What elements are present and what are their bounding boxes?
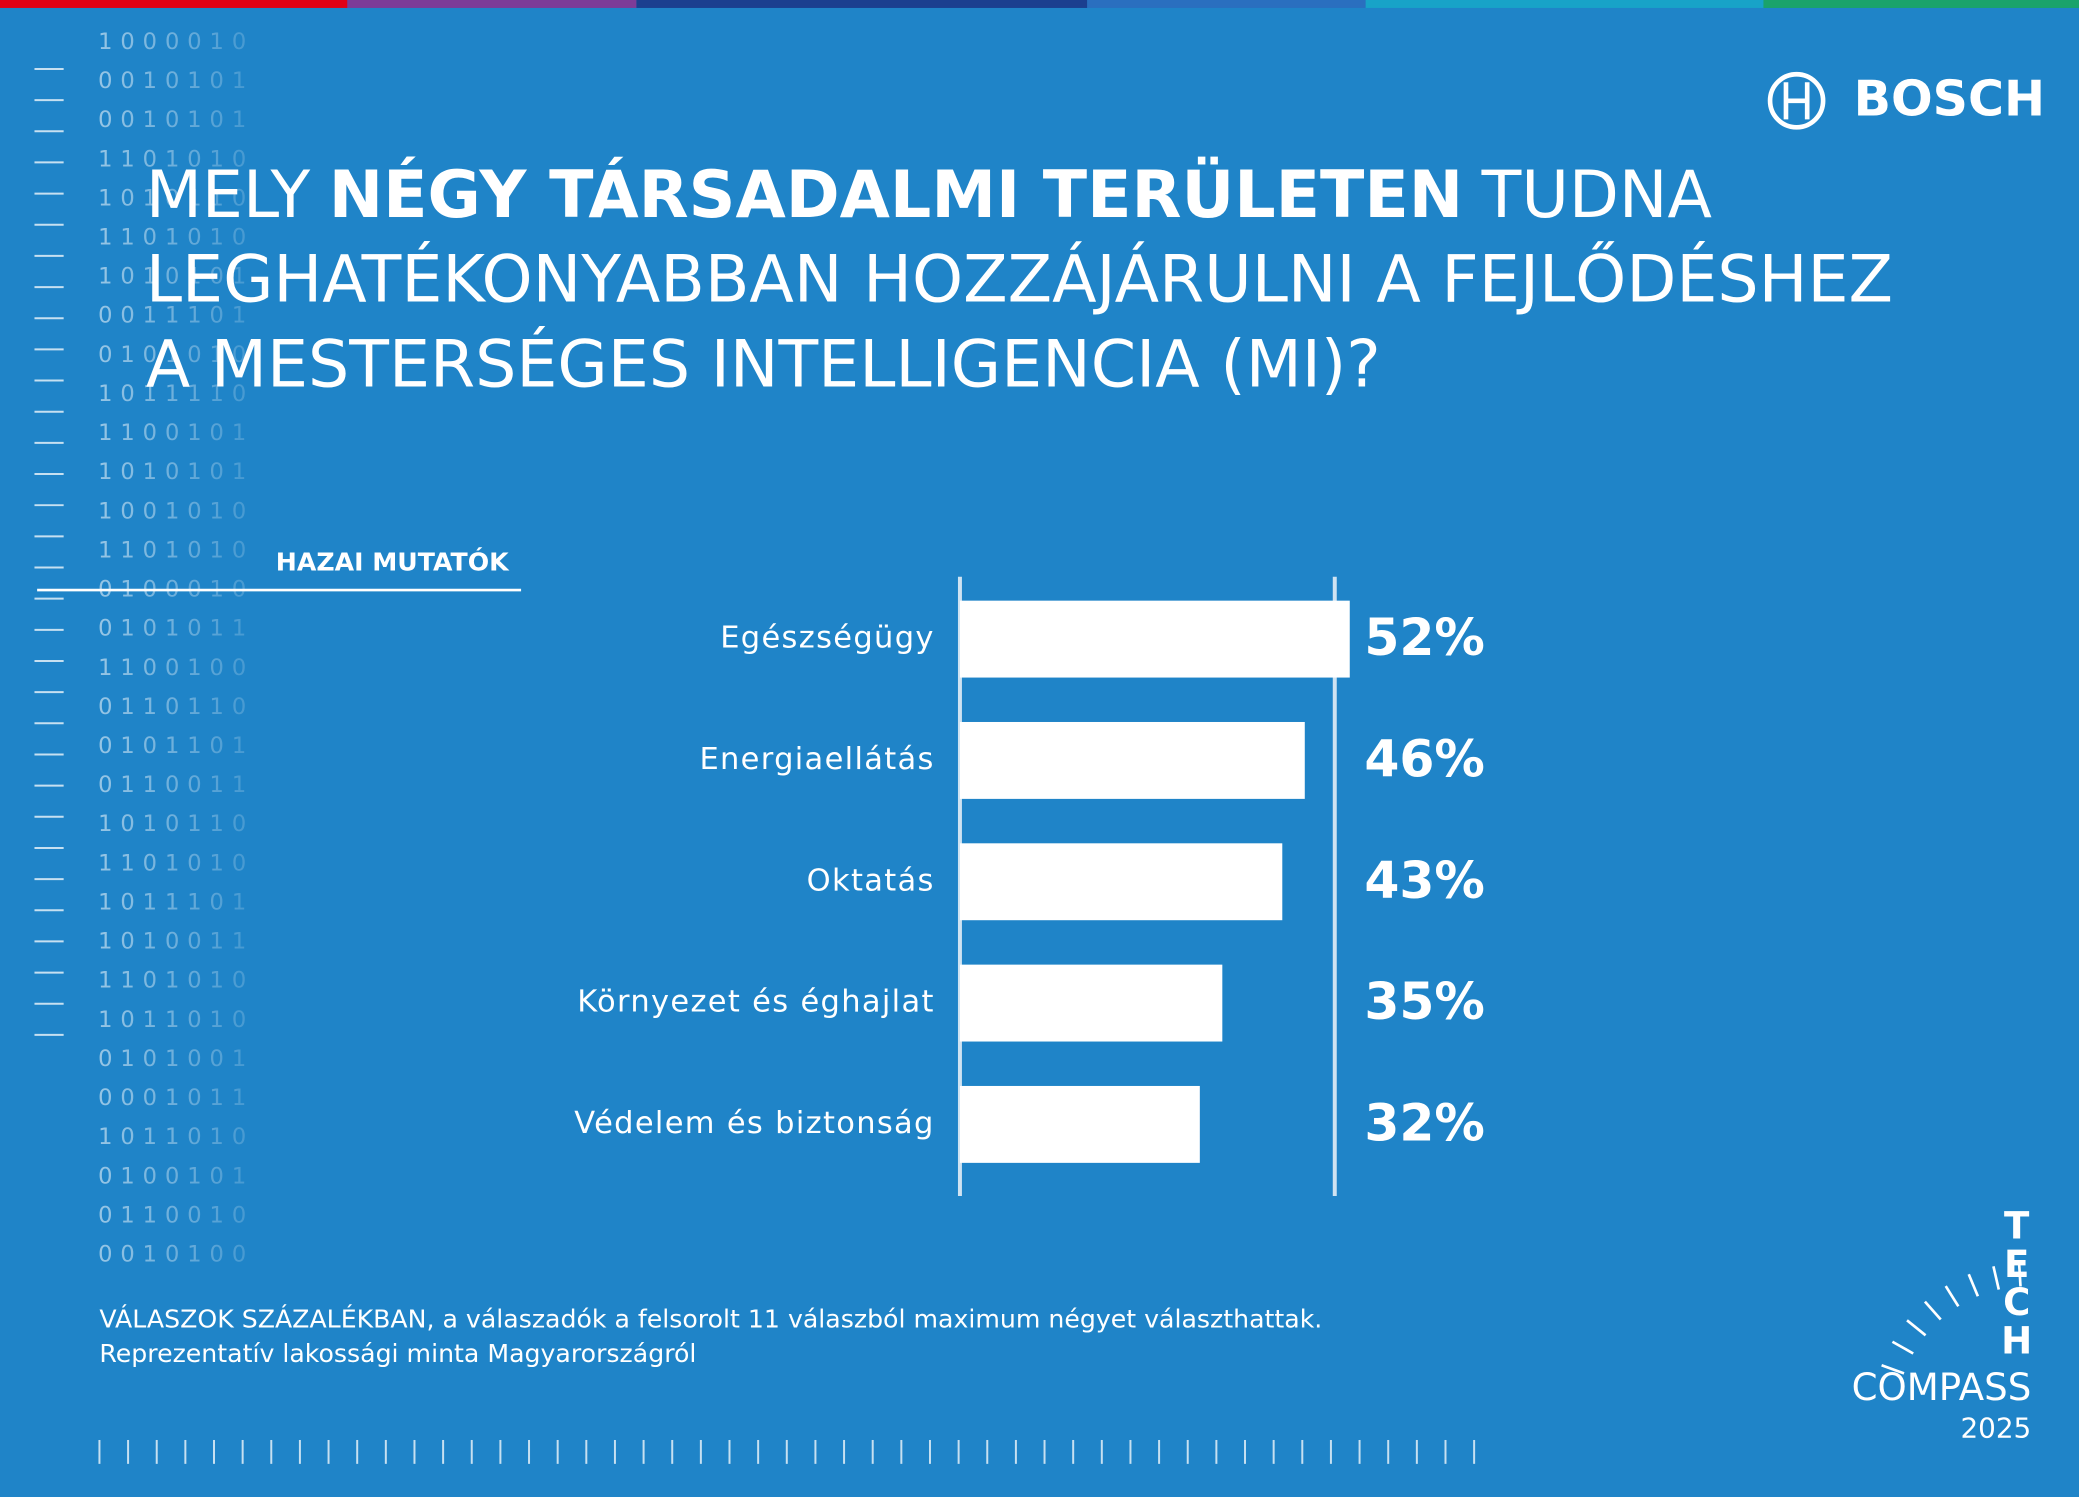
category-label: Oktatás (807, 863, 935, 898)
binary-row: 1011110 (98, 381, 254, 407)
title-segment: NÉGY TÁRSADALMI TERÜLETEN (329, 155, 1463, 233)
bar (959, 964, 1223, 1042)
top-strip (0, 0, 2079, 8)
binary-row: 1011010 (98, 1007, 254, 1033)
subtitle: HAZAI MUTATÓK (276, 547, 510, 577)
brand-name: BOSCH (1854, 70, 2045, 128)
logo-name: COMPASS (1852, 1366, 2032, 1409)
note: VÁLASZOK SZÁZALÉKBAN, a válaszadók a fel… (99, 1305, 1322, 1334)
binary-row: 1010011 (98, 929, 254, 955)
binary-row: 0101010 (98, 342, 254, 368)
logo-tick (1906, 1319, 1927, 1337)
binary-row: 0101011 (98, 616, 254, 642)
binary-row: 0110010 (98, 1202, 254, 1228)
binary-row: 0011101 (98, 303, 254, 329)
logo-letter: H (2001, 1320, 2032, 1363)
logo-tick (1923, 1300, 1942, 1321)
value-label: 32% (1364, 1094, 1485, 1153)
bar (959, 843, 1283, 921)
bottom-decoration (98, 1439, 1476, 1464)
category-label: Környezet és éghajlat (577, 985, 934, 1020)
binary-row: 1011101 (98, 889, 254, 915)
title-segment: MELY (146, 158, 311, 233)
binary-row: 0110110 (98, 694, 254, 720)
logo-tick (1891, 1340, 1914, 1355)
chart-title: MELY NÉGY TÁRSADALMI TERÜLETEN TUDNA LEGHAT… (146, 155, 1893, 403)
binary-row: 0010101 (98, 68, 254, 94)
logo-tick (2017, 1262, 2022, 1287)
value-label: 46% (1364, 730, 1485, 789)
binary-row: 0101101 (98, 733, 254, 759)
binary-row: 1101010 (98, 225, 254, 251)
bar (959, 721, 1305, 799)
binary-row: 1000010 (98, 29, 254, 55)
binary-row: 1101010 (98, 146, 254, 172)
logo-year: 2025 (1960, 1411, 2031, 1444)
binary-row: 0001011 (98, 1085, 254, 1111)
binary-row: 1010101 (98, 459, 254, 485)
category-label: Védelem és biztonság (574, 1106, 934, 1141)
note: Reprezentatív lakossági minta Magyarorsz… (99, 1339, 696, 1368)
binary-row: 0110011 (98, 772, 254, 798)
logo-tick (1992, 1266, 2001, 1290)
binary-row: 1100100 (98, 655, 254, 681)
logo-letter: E (2004, 1243, 2029, 1286)
dash-decoration (34, 67, 64, 1036)
title-segment: A MESTERSÉGES INTELLIGENCIA (MI)? (146, 325, 1381, 403)
value-label: 35% (1364, 972, 1485, 1031)
category-label: Energiaellátás (699, 742, 934, 777)
binary-row: 1101010 (98, 968, 254, 994)
binary-row: 1010110 (98, 811, 254, 837)
logo-tick (1944, 1285, 1960, 1308)
binary-row: 1101010 (98, 537, 254, 563)
binary-row: 0010101 (98, 107, 254, 133)
bosch-logo: BOSCH (1767, 70, 2045, 130)
binary-row: 0010100 (98, 1242, 254, 1268)
logo-letter: T (2004, 1204, 2030, 1247)
bar-chart: Egészségügy 52% Energiaellátás 46% Oktatás 43… (574, 576, 1485, 1197)
binary-row: 0101001 (98, 1046, 254, 1072)
binary-row: 1010110 (98, 185, 254, 211)
bar (959, 1085, 1200, 1163)
binary-row: 1010101 (98, 264, 254, 290)
value-label: 52% (1364, 608, 1485, 667)
title-segment: TUDNA (1481, 158, 1712, 233)
bar (959, 600, 1350, 678)
category-label: Egészségügy (720, 621, 935, 656)
binary-decoration: 1000010 0010101 0010101 1101010 1010110 11010… (98, 29, 254, 1268)
logo-letter: C (2003, 1281, 2030, 1324)
binary-row: 0100101 (98, 1163, 254, 1189)
binary-row: 1100101 (98, 420, 254, 446)
value-label: 43% (1364, 851, 1485, 910)
binary-row: 1001010 (98, 498, 254, 524)
binary-row: 1101010 (98, 850, 254, 876)
logo-tick (1967, 1273, 1980, 1297)
title-segment: LEGHATÉKONYABBAN HOZZÁJÁRULNI A FEJLŐDÉS… (146, 240, 1893, 318)
logo-tick (1881, 1364, 1905, 1375)
binary-row: 1011010 (98, 1124, 254, 1150)
